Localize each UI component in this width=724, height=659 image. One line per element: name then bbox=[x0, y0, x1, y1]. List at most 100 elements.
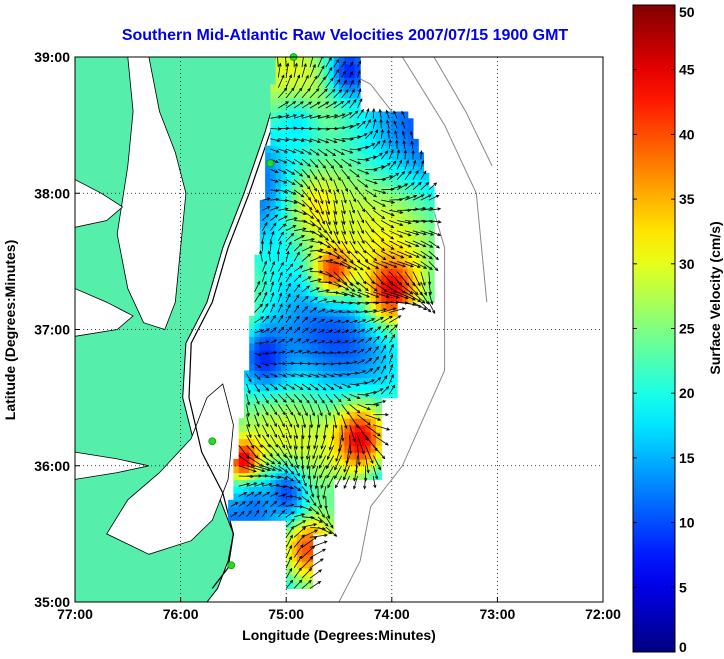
velocity-arrow-head bbox=[353, 360, 358, 364]
heatmap-cell bbox=[402, 118, 409, 126]
velocity-arrow bbox=[301, 88, 311, 99]
velocity-arrow bbox=[357, 424, 369, 441]
heatmap-cell bbox=[317, 390, 324, 399]
heatmap-cell bbox=[280, 479, 287, 487]
heatmap-cell bbox=[397, 193, 403, 201]
velocity-arrow bbox=[373, 281, 388, 292]
heatmap-cell bbox=[249, 499, 256, 508]
velocity-arrow-head bbox=[345, 287, 350, 291]
velocity-arrow bbox=[420, 182, 429, 191]
heatmap-cell bbox=[291, 200, 298, 208]
heatmap-cell bbox=[365, 159, 372, 167]
velocity-arrow-head bbox=[332, 152, 337, 157]
velocity-arrow-head bbox=[320, 445, 324, 450]
heatmap-cell bbox=[307, 486, 314, 494]
heatmap-cell bbox=[307, 465, 314, 474]
heatmap-cell bbox=[328, 336, 335, 344]
heatmap-cell bbox=[275, 200, 282, 208]
velocity-arrow-head bbox=[371, 280, 375, 285]
velocity-arrow-head bbox=[379, 388, 384, 392]
heatmap-cell bbox=[365, 302, 372, 310]
velocity-arrow bbox=[309, 256, 322, 262]
heatmap-cell bbox=[302, 356, 308, 365]
velocity-arrow bbox=[389, 250, 404, 259]
heatmap-cell bbox=[312, 309, 319, 317]
heatmap-cell bbox=[317, 493, 324, 501]
heatmap-cell bbox=[302, 186, 308, 194]
velocity-arrow-head bbox=[357, 70, 361, 74]
heatmap-cell bbox=[286, 315, 293, 324]
heatmap-cell bbox=[302, 206, 308, 215]
heatmap-cell bbox=[328, 513, 335, 521]
velocity-arrow-head bbox=[307, 196, 312, 201]
heatmap-cell bbox=[291, 527, 298, 535]
heatmap-cell bbox=[328, 370, 335, 378]
velocity-arrow-head bbox=[298, 242, 303, 247]
velocity-arrow bbox=[317, 308, 326, 313]
velocity-arrow-head bbox=[377, 432, 381, 437]
velocity-arrow-head bbox=[256, 500, 261, 505]
heatmap-cell bbox=[354, 438, 361, 446]
velocity-arrow bbox=[278, 158, 287, 164]
heatmap-cell bbox=[339, 302, 345, 310]
velocity-arrow-head bbox=[301, 435, 305, 440]
velocity-arrow-head bbox=[411, 182, 415, 186]
velocity-arrow bbox=[277, 232, 284, 242]
heatmap-cell bbox=[360, 438, 366, 446]
velocity-arrow-head bbox=[320, 189, 324, 193]
heatmap-cell bbox=[386, 254, 393, 263]
heatmap-cell bbox=[328, 472, 335, 481]
velocity-arrow-head bbox=[341, 113, 346, 117]
velocity-arrow bbox=[301, 496, 310, 503]
heatmap-cell bbox=[296, 104, 303, 113]
heatmap-cell bbox=[376, 404, 382, 412]
heatmap-cell bbox=[328, 486, 335, 494]
heatmap-cell bbox=[280, 506, 287, 515]
heatmap-cell bbox=[391, 336, 398, 344]
velocity-arrow bbox=[309, 287, 320, 293]
velocity-arrow-head bbox=[321, 318, 326, 323]
velocity-arrow bbox=[254, 414, 260, 427]
heatmap-cell bbox=[275, 193, 282, 201]
heatmap-cell bbox=[307, 281, 314, 290]
heatmap-cell bbox=[254, 268, 261, 276]
velocity-arrow-head bbox=[291, 386, 296, 390]
heatmap-cell bbox=[349, 261, 356, 269]
heatmap-cell bbox=[339, 70, 345, 79]
velocity-arrow-head bbox=[402, 139, 406, 144]
velocity-arrow-head bbox=[318, 226, 322, 231]
velocity-arrow bbox=[293, 475, 301, 484]
velocity-arrow bbox=[349, 71, 353, 78]
velocity-arrow-head bbox=[312, 465, 316, 470]
heatmap-cell bbox=[349, 118, 356, 126]
heatmap-cell bbox=[391, 220, 398, 228]
heatmap-cell bbox=[265, 343, 271, 351]
velocity-arrow-head bbox=[302, 526, 307, 531]
heatmap-cell bbox=[312, 486, 319, 494]
velocity-arrow bbox=[270, 138, 280, 142]
velocity-arrow-head bbox=[390, 373, 394, 378]
heatmap-cell bbox=[296, 418, 303, 426]
velocity-arrow-head bbox=[421, 300, 426, 304]
velocity-arrow-head bbox=[314, 485, 318, 490]
velocity-arrow-head bbox=[417, 298, 422, 303]
heatmap-cell bbox=[286, 159, 293, 167]
velocity-arrow-head bbox=[270, 281, 275, 285]
heatmap-cell bbox=[270, 179, 277, 188]
heatmap-cell bbox=[317, 281, 324, 290]
velocity-arrow bbox=[293, 189, 304, 198]
heatmap-cell bbox=[365, 268, 372, 276]
velocity-arrow-head bbox=[351, 230, 355, 235]
heatmap-cell bbox=[328, 254, 335, 263]
heatmap-cell bbox=[344, 418, 351, 426]
heatmap-cell bbox=[349, 322, 356, 331]
heatmap-cell bbox=[280, 349, 287, 358]
velocity-arrow bbox=[349, 210, 354, 224]
heatmap-cell bbox=[397, 131, 403, 140]
heatmap-cell bbox=[302, 424, 308, 433]
heatmap-cell bbox=[360, 384, 366, 392]
heatmap-cell bbox=[259, 356, 266, 365]
heatmap-cell bbox=[286, 309, 293, 317]
velocity-arrow-head bbox=[257, 434, 261, 439]
velocity-arrow bbox=[246, 510, 252, 518]
